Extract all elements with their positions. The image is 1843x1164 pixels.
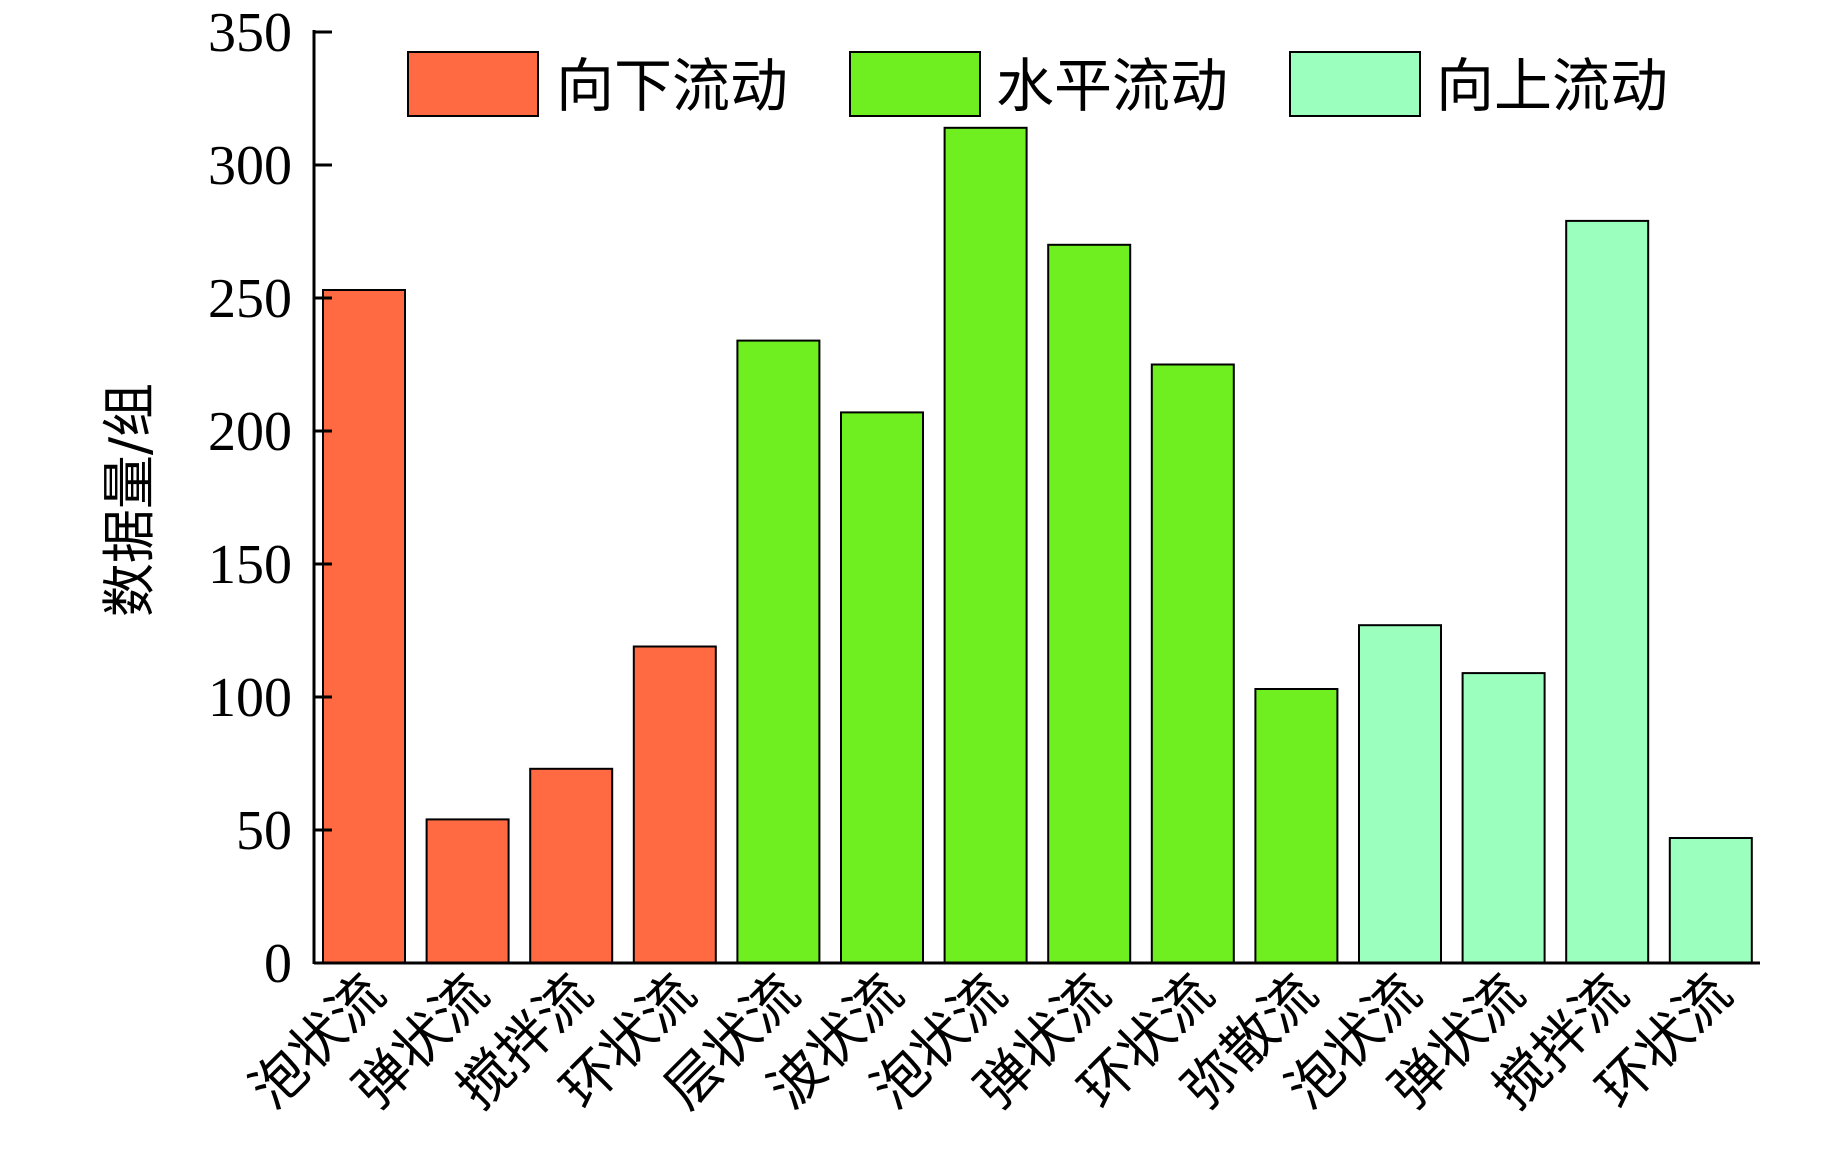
bar — [1461, 672, 1546, 964]
y-tick-label: 0 — [264, 933, 292, 995]
y-axis-label: 数据量/组 — [98, 383, 161, 617]
bar — [1668, 837, 1753, 964]
bars-layer — [322, 126, 1753, 965]
y-tick-label: 200 — [208, 401, 292, 463]
bar — [1358, 624, 1442, 964]
y-tick-label: 100 — [208, 667, 292, 729]
bar — [943, 126, 1028, 965]
legend: 向下流动 水平流动 向上流动 — [407, 51, 1668, 120]
legend-swatch — [849, 51, 981, 117]
bar — [840, 411, 924, 964]
y-tick-label: 350 — [208, 2, 292, 64]
legend-swatch — [1289, 51, 1421, 117]
bar — [1565, 219, 1650, 964]
y-tick-label: 300 — [208, 135, 292, 197]
bar — [1150, 363, 1235, 964]
legend-swatch — [407, 51, 539, 117]
bar — [322, 289, 406, 964]
y-tick-label: 150 — [208, 534, 292, 596]
bar — [529, 767, 614, 964]
y-tick-label: 50 — [236, 800, 292, 862]
bar — [632, 645, 717, 964]
bar — [1254, 688, 1339, 964]
bar — [1047, 243, 1132, 965]
bar — [425, 818, 510, 965]
legend-label: 水平流动 — [996, 52, 1228, 120]
legend-label: 向下流动 — [556, 52, 788, 120]
legend-label: 向上流动 — [1436, 52, 1668, 120]
y-tick-label: 250 — [208, 268, 292, 330]
bar — [736, 339, 821, 965]
